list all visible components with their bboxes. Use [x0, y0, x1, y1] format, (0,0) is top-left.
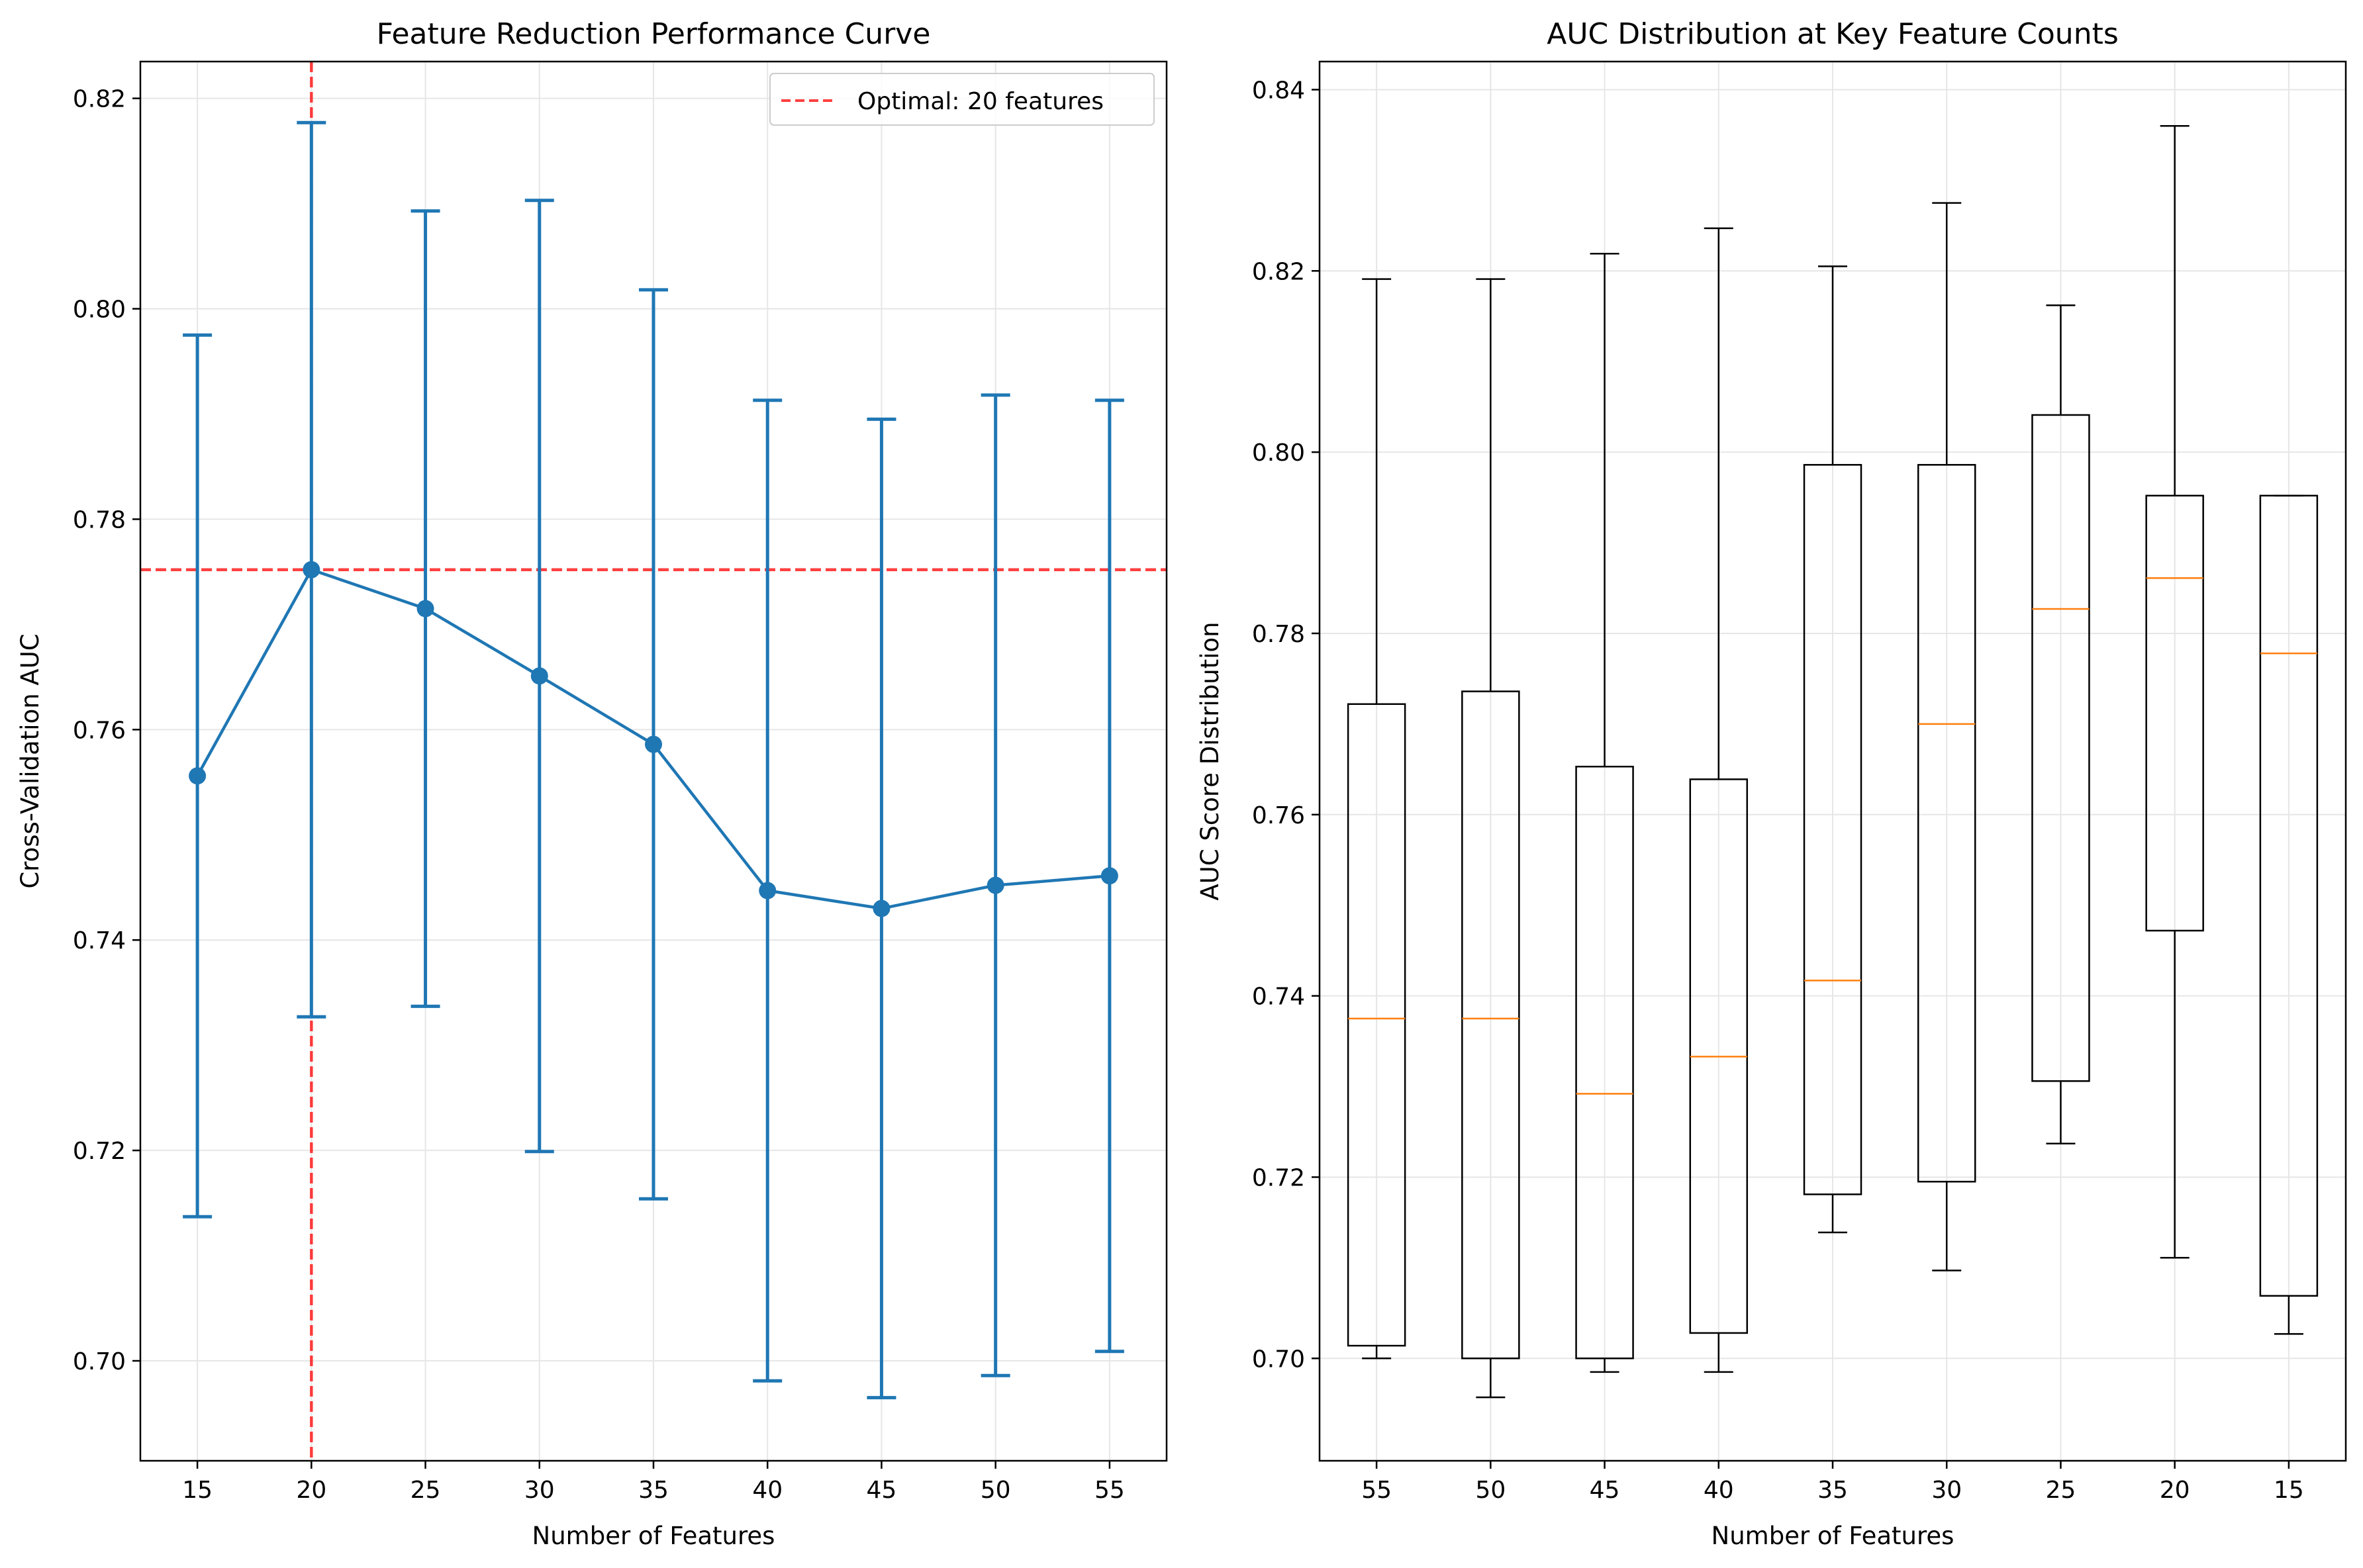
- boxplot: [1347, 278, 1406, 1360]
- left-x-axis-ticks: 15 20 25 30 35 40 45 50 55: [182, 1461, 1125, 1504]
- left-x-tick-label: 15: [182, 1477, 213, 1504]
- left-x-tick-label: 50: [981, 1477, 1011, 1504]
- left-y-tick-label: 0.76: [73, 717, 126, 744]
- auc-mean-point: [530, 667, 548, 685]
- box-iqr: [2145, 494, 2204, 932]
- boxplot: [2259, 494, 2319, 1335]
- left-legend: Optimal: 20 features: [769, 73, 1155, 126]
- right-x-tick-label: 30: [1931, 1477, 1962, 1504]
- boxplot: [1917, 202, 1976, 1271]
- box-iqr: [1461, 690, 1520, 1360]
- auc-mean-point: [189, 767, 207, 785]
- right-x-tick-label: 20: [2160, 1477, 2190, 1504]
- left-y-tick-label: 0.80: [73, 297, 126, 324]
- right-y-tick-label: 0.70: [1252, 1346, 1305, 1373]
- left-y-tick-label: 0.78: [73, 506, 126, 533]
- auc-mean-point: [416, 600, 434, 618]
- right-x-tick-label: 50: [1475, 1477, 1506, 1504]
- auc-mean-point: [645, 735, 662, 753]
- right-y-tick-label: 0.84: [1252, 77, 1305, 104]
- right-y-axis-label: AUC Score Distribution: [1196, 622, 1224, 900]
- boxplot: [1803, 265, 1862, 1234]
- left-y-tick-label: 0.82: [73, 86, 126, 113]
- left-x-tick-label: 55: [1094, 1477, 1125, 1504]
- right-x-axis-label: Number of Features: [1712, 1522, 1954, 1550]
- box-iqr: [2259, 494, 2319, 1297]
- right-chart-title: AUC Distribution at Key Feature Counts: [1547, 17, 2119, 51]
- left-y-tick-label: 0.70: [73, 1348, 126, 1375]
- right-y-tick-label: 0.82: [1252, 258, 1305, 285]
- right-chart-panel: 55 50 45 40 35 30 25 20 15 0.700.720.740.760.780…: [1196, 17, 2347, 1550]
- auc-mean-point: [873, 899, 891, 917]
- right-y-tick-label: 0.80: [1252, 439, 1305, 467]
- right-y-tick-label: 0.78: [1252, 621, 1305, 648]
- legend-box: [769, 73, 1155, 126]
- boxplot: [1461, 278, 1520, 1399]
- boxplot: [2145, 124, 2204, 1259]
- right-y-tick-label: 0.72: [1252, 1164, 1305, 1191]
- right-y-axis-ticks: 0.70 0.72 0.74 0.76 0.78 0.80 0.82 0.84: [1252, 77, 1320, 1373]
- auc-mean-point: [1100, 867, 1118, 885]
- left-auc-series: [189, 561, 1118, 917]
- right-y-tick-label: 0.74: [1252, 984, 1305, 1011]
- right-x-tick-label: 40: [1704, 1477, 1734, 1504]
- left-x-axis-label: Number of Features: [532, 1522, 775, 1550]
- right-boxplots: [1347, 124, 2319, 1399]
- left-x-tick-label: 40: [752, 1477, 783, 1504]
- boxplot: [2031, 304, 2090, 1145]
- left-y-tick-label: 0.74: [73, 927, 126, 954]
- left-chart-title: Feature Reduction Performance Curve: [377, 17, 931, 51]
- box-iqr: [1803, 464, 1862, 1195]
- left-x-tick-label: 30: [524, 1477, 555, 1504]
- right-x-tick-label: 15: [2274, 1477, 2304, 1504]
- right-x-tick-label: 35: [1817, 1477, 1848, 1504]
- right-y-tick-label: 0.76: [1252, 802, 1305, 829]
- box-iqr: [1347, 703, 1406, 1347]
- left-chart-panel: 15 20 25 30 35 40 45 50 55 0.700.720.740.760.780…: [16, 17, 1168, 1550]
- boxplot: [1689, 227, 1749, 1373]
- left-y-tick-label: 0.72: [73, 1138, 126, 1165]
- left-x-tick-label: 35: [638, 1477, 669, 1504]
- left-y-axis-label: Cross-Validation AUC: [16, 633, 44, 888]
- left-y-axis-ticks: 0.70 0.72 0.74 0.76 0.78 0.80 0.82: [73, 86, 140, 1375]
- left-x-tick-label: 25: [410, 1477, 441, 1504]
- auc-mean-point: [987, 876, 1004, 894]
- auc-mean-point: [303, 561, 320, 578]
- right-x-axis-ticks: 55 50 45 40 35 30 25 20 15: [1361, 1461, 2304, 1504]
- box-iqr: [2031, 414, 2090, 1082]
- right-x-tick-label: 25: [2046, 1477, 2076, 1504]
- right-x-tick-label: 45: [1590, 1477, 1620, 1504]
- box-iqr: [1917, 464, 1976, 1183]
- legend-entry-label: Optimal: 20 features: [857, 88, 1104, 115]
- boxplot: [1575, 253, 1634, 1373]
- box-iqr: [1575, 765, 1634, 1360]
- left-x-tick-label: 20: [296, 1477, 326, 1504]
- auc-mean-point: [759, 882, 777, 899]
- right-x-tick-label: 55: [1361, 1477, 1392, 1504]
- left-x-tick-label: 45: [867, 1477, 897, 1504]
